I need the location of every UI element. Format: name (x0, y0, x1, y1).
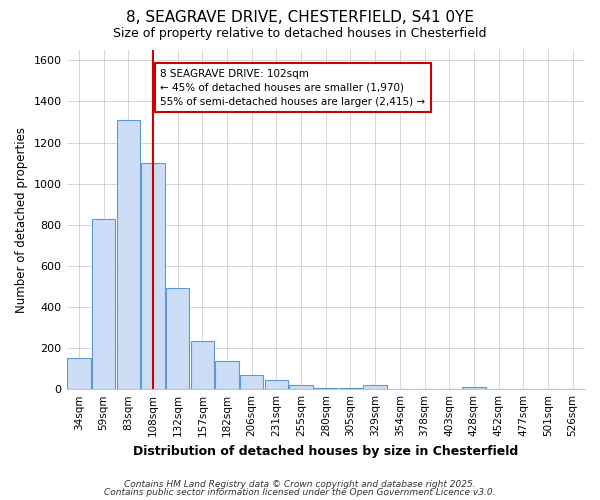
Bar (215, 362, 239, 389)
Bar (462, 387, 485, 389)
Bar (314, 388, 337, 389)
Bar (92, 218, 115, 389)
Text: Contains public sector information licensed under the Open Government Licence v3: Contains public sector information licen… (104, 488, 496, 497)
Bar (191, 341, 214, 389)
Bar (240, 375, 263, 389)
Bar (289, 385, 313, 389)
Text: Size of property relative to detached houses in Chesterfield: Size of property relative to detached ho… (113, 28, 487, 40)
Bar (67, 358, 91, 389)
Bar (339, 388, 362, 389)
Bar (116, 120, 140, 389)
Bar (166, 288, 190, 389)
Text: 8 SEAGRAVE DRIVE: 102sqm
← 45% of detached houses are smaller (1,970)
55% of sem: 8 SEAGRAVE DRIVE: 102sqm ← 45% of detach… (160, 68, 425, 106)
Text: Contains HM Land Registry data © Crown copyright and database right 2025.: Contains HM Land Registry data © Crown c… (124, 480, 476, 489)
Y-axis label: Number of detached properties: Number of detached properties (15, 126, 28, 312)
Bar (265, 380, 288, 389)
Text: 8, SEAGRAVE DRIVE, CHESTERFIELD, S41 0YE: 8, SEAGRAVE DRIVE, CHESTERFIELD, S41 0YE (126, 10, 474, 25)
Bar (141, 163, 164, 389)
Bar (364, 385, 387, 389)
X-axis label: Distribution of detached houses by size in Chesterfield: Distribution of detached houses by size … (133, 444, 518, 458)
